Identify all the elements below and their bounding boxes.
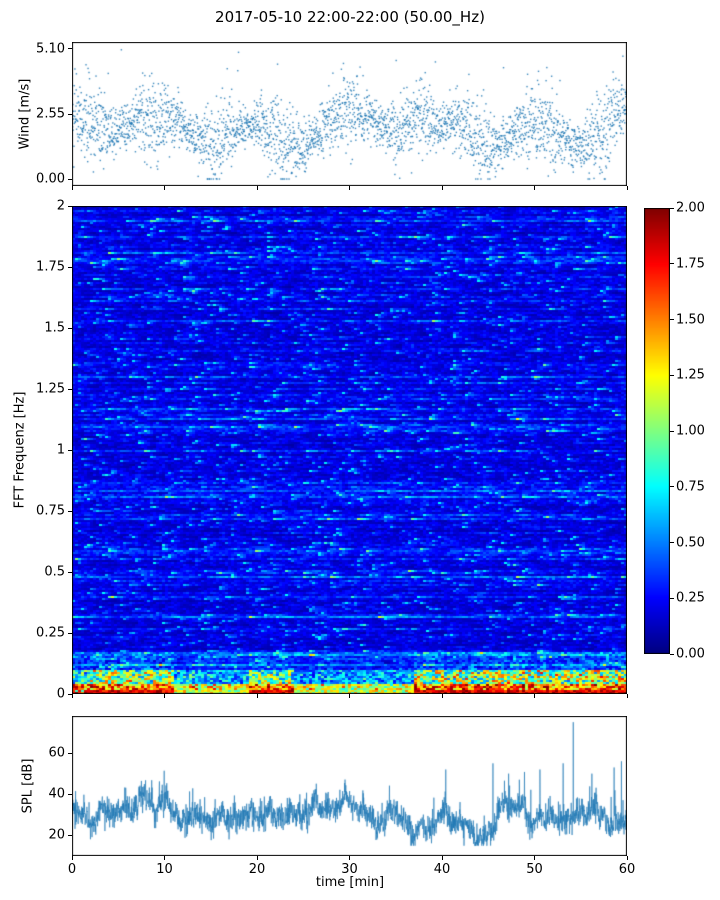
spectrogram-ytick-label: 0 — [56, 686, 65, 702]
spectrogram-xtick-mark — [441, 694, 443, 698]
wind-ytick-label: 5.10 — [36, 41, 65, 57]
spectrogram-ytick-mark — [68, 327, 72, 329]
spl-xtick-mark — [71, 856, 73, 860]
colorbar-tick-label: 0.00 — [676, 646, 705, 662]
colorbar-tick-label: 1.00 — [676, 423, 705, 439]
spl-xtick-mark — [164, 856, 165, 860]
figure-title: 2017-05-10 22:00-22:00 (50.00_Hz) — [215, 8, 485, 26]
colorbar-tick-mark — [670, 653, 674, 655]
spectrogram-ytick-label: 0.75 — [36, 503, 65, 519]
spl-ytick-mark — [68, 834, 72, 836]
spectrogram-ytick-label: 0.5 — [44, 564, 65, 580]
spectrogram-ytick-mark — [68, 510, 72, 512]
wind-ytick-label: 0.00 — [36, 171, 65, 187]
spectrogram-plot — [72, 206, 627, 694]
colorbar-tick-mark — [670, 486, 674, 488]
spectrogram-ytick-mark — [68, 571, 72, 573]
spectrogram-ytick-label: 1.25 — [36, 381, 65, 397]
wind-xtick-mark — [534, 186, 535, 190]
wind-xtick-mark — [256, 186, 258, 190]
spl-xtick-label: 10 — [156, 862, 173, 877]
spl-line-canvas — [72, 716, 627, 856]
spl-xtick-label: 20 — [248, 862, 266, 877]
wind-xtick-mark — [626, 186, 628, 190]
spectrogram-xtick-mark — [164, 694, 165, 698]
spl-xtick-label: 60 — [618, 862, 636, 877]
colorbar-tick-label: 1.75 — [676, 256, 705, 272]
colorbar-tick-mark — [670, 542, 674, 543]
colorbar-tick-mark — [670, 207, 674, 209]
wind-xtick-mark — [71, 186, 73, 190]
spl-ytick-mark — [68, 752, 72, 754]
wind-ytick-label: 2.55 — [36, 106, 65, 122]
spl-xtick-mark — [534, 856, 535, 860]
time-x-axis-label: time [min] — [315, 875, 385, 890]
wind-ytick-mark — [68, 48, 72, 50]
spectrogram-ytick-label: 1.75 — [36, 259, 65, 275]
spectrogram-xtick-mark — [626, 694, 628, 698]
spectrogram-ytick-label: 2 — [56, 198, 65, 214]
wind-ytick-mark — [68, 178, 72, 180]
spectrogram-ytick-label: 1 — [56, 442, 65, 458]
wind-xtick-mark — [349, 186, 350, 190]
colorbar-tick-label: 2.00 — [676, 200, 705, 216]
spl-line-plot — [72, 716, 627, 856]
wind-y-axis-label: Wind [m/s] — [17, 78, 33, 150]
spectrogram-ytick-mark — [68, 266, 72, 268]
spl-ytick-mark — [68, 793, 72, 795]
spectrogram-ytick-mark — [68, 449, 72, 451]
wind-scatter-canvas — [72, 42, 627, 186]
colorbar-tick-label: 1.50 — [676, 312, 705, 327]
spl-xtick-mark — [349, 856, 350, 860]
spl-xtick-mark — [441, 856, 443, 860]
spectrogram-ytick-label: 1.5 — [44, 320, 65, 336]
spl-xtick-mark — [626, 856, 628, 860]
spectrogram-ytick-label: 0.25 — [36, 625, 65, 641]
colorbar-tick-mark — [670, 430, 674, 432]
spectrogram-xtick-mark — [534, 694, 535, 698]
spectrogram-xtick-mark — [256, 694, 258, 698]
spl-xtick-label: 40 — [433, 862, 451, 877]
spl-ytick-label: 60 — [48, 745, 65, 761]
colorbar-tick-mark — [670, 319, 674, 320]
colorbar-tick-mark — [670, 374, 674, 376]
spectrogram-ytick-mark — [68, 693, 72, 695]
spectrogram-xtick-mark — [349, 694, 350, 698]
spl-xtick-mark — [256, 856, 258, 860]
colorbar-tick-mark — [670, 597, 674, 599]
colorbar-tick-label: 0.75 — [676, 479, 705, 495]
wind-ytick-mark — [68, 113, 72, 115]
colorbar-tick-label: 1.25 — [676, 367, 705, 383]
colorbar-tick-label: 0.25 — [676, 590, 705, 606]
colorbar-tick-mark — [670, 263, 674, 265]
spl-xtick-label: 0 — [67, 862, 77, 877]
spl-xtick-label: 50 — [526, 862, 543, 877]
colorbar-tick-label: 0.50 — [676, 535, 705, 550]
wind-xtick-mark — [164, 186, 165, 190]
spectrogram-ytick-mark — [68, 632, 72, 634]
spectrogram-xtick-mark — [71, 694, 73, 698]
spectrogram-ytick-mark — [68, 205, 72, 207]
spl-xtick-label: 30 — [341, 862, 358, 877]
spectrogram-ytick-mark — [68, 388, 72, 390]
colorbar — [644, 208, 670, 654]
wind-scatter-plot — [72, 42, 627, 186]
wind-xtick-mark — [441, 186, 443, 190]
spectrogram-y-axis-label: FFT Frequenz [Hz] — [12, 391, 28, 509]
spl-ytick-label: 40 — [48, 786, 65, 802]
spectrogram-canvas — [72, 206, 627, 694]
colorbar-canvas — [644, 208, 670, 654]
spl-y-axis-label: SPL [dB] — [20, 758, 36, 814]
spl-ytick-label: 20 — [48, 827, 65, 843]
